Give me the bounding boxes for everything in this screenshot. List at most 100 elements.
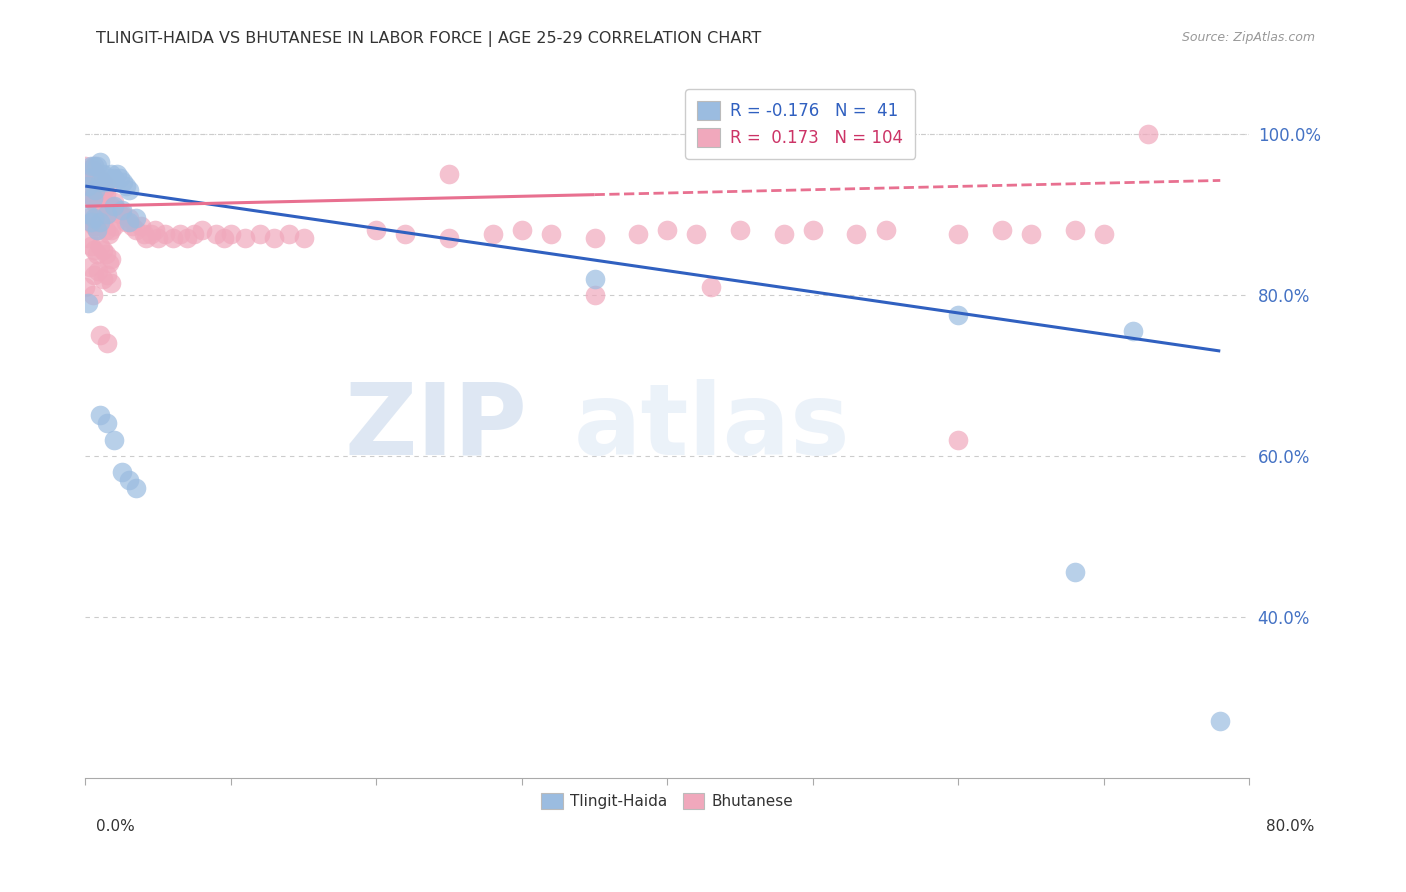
Point (1136, 127, 1159, 141)
Point (87, 175, 110, 189)
Point (1209, 714, 1232, 729)
Point (139, 227, 162, 242)
Point (875, 223, 897, 237)
Point (97, 255, 120, 269)
Point (366, 223, 388, 237)
Point (1063, 223, 1085, 237)
Point (96, 268, 118, 282)
Point (1063, 566, 1085, 580)
Point (190, 223, 212, 237)
Point (118, 215, 141, 229)
Point (219, 227, 242, 242)
Point (540, 227, 562, 242)
Point (97, 171, 120, 186)
Point (83, 195, 105, 210)
Point (1019, 227, 1042, 242)
Point (83, 211, 105, 226)
Point (86, 199, 108, 213)
Point (115, 215, 138, 229)
Point (176, 231, 198, 245)
Point (75, 279, 97, 293)
Point (89, 328, 111, 343)
Point (79, 171, 101, 186)
Point (100, 167, 122, 181)
Point (685, 227, 707, 242)
Text: 0.0%: 0.0% (96, 820, 135, 834)
Point (110, 171, 132, 186)
Point (89, 175, 111, 189)
Point (77, 179, 100, 194)
Point (135, 231, 157, 245)
Point (583, 287, 606, 301)
Point (91, 244, 114, 258)
Point (84, 167, 107, 181)
Point (77, 231, 100, 245)
Point (79, 260, 101, 274)
Legend: Tlingit-Haida, Bhutanese: Tlingit-Haida, Bhutanese (536, 788, 800, 815)
Point (111, 465, 134, 479)
Text: atlas: atlas (574, 379, 851, 476)
Point (205, 227, 228, 242)
Point (118, 183, 141, 197)
Point (948, 308, 970, 322)
Point (100, 252, 122, 266)
Point (90, 179, 112, 194)
Point (86, 159, 108, 173)
Point (183, 227, 205, 242)
Point (94, 199, 117, 213)
Point (105, 203, 128, 218)
Point (110, 207, 132, 221)
Point (91, 271, 114, 285)
Text: 80.0%: 80.0% (1267, 820, 1315, 834)
Point (86, 223, 108, 237)
Point (132, 227, 155, 242)
Point (121, 219, 143, 234)
Point (100, 223, 122, 237)
Point (97, 203, 120, 218)
Point (155, 227, 177, 242)
Point (89, 203, 111, 218)
Point (80, 159, 103, 173)
Point (80, 171, 103, 186)
Point (125, 481, 148, 495)
Point (79, 167, 101, 181)
Point (169, 227, 191, 242)
Point (948, 227, 970, 242)
Point (89, 171, 111, 186)
Point (103, 219, 125, 234)
Point (83, 268, 105, 282)
Point (96, 179, 118, 194)
Point (583, 271, 606, 285)
Point (94, 223, 117, 237)
Point (91, 175, 114, 189)
Point (801, 223, 824, 237)
Point (82, 287, 104, 301)
Point (437, 231, 460, 245)
Point (80, 215, 103, 229)
Point (89, 239, 111, 253)
Point (89, 219, 111, 234)
Point (94, 175, 117, 189)
Point (235, 231, 257, 245)
Point (292, 231, 315, 245)
Point (94, 247, 117, 261)
Point (437, 167, 460, 181)
Point (100, 199, 122, 213)
Point (991, 223, 1014, 237)
Point (657, 223, 679, 237)
Point (212, 231, 235, 245)
Point (97, 227, 120, 242)
Point (103, 433, 125, 447)
Point (118, 473, 141, 487)
Point (728, 223, 751, 237)
Text: Source: ZipAtlas.com: Source: ZipAtlas.com (1181, 31, 1315, 45)
Point (627, 227, 650, 242)
Point (115, 179, 138, 194)
Point (125, 211, 148, 226)
Point (80, 239, 103, 253)
Point (91, 195, 114, 210)
Point (77, 207, 100, 221)
Point (278, 227, 301, 242)
Point (583, 231, 606, 245)
Point (772, 227, 794, 242)
